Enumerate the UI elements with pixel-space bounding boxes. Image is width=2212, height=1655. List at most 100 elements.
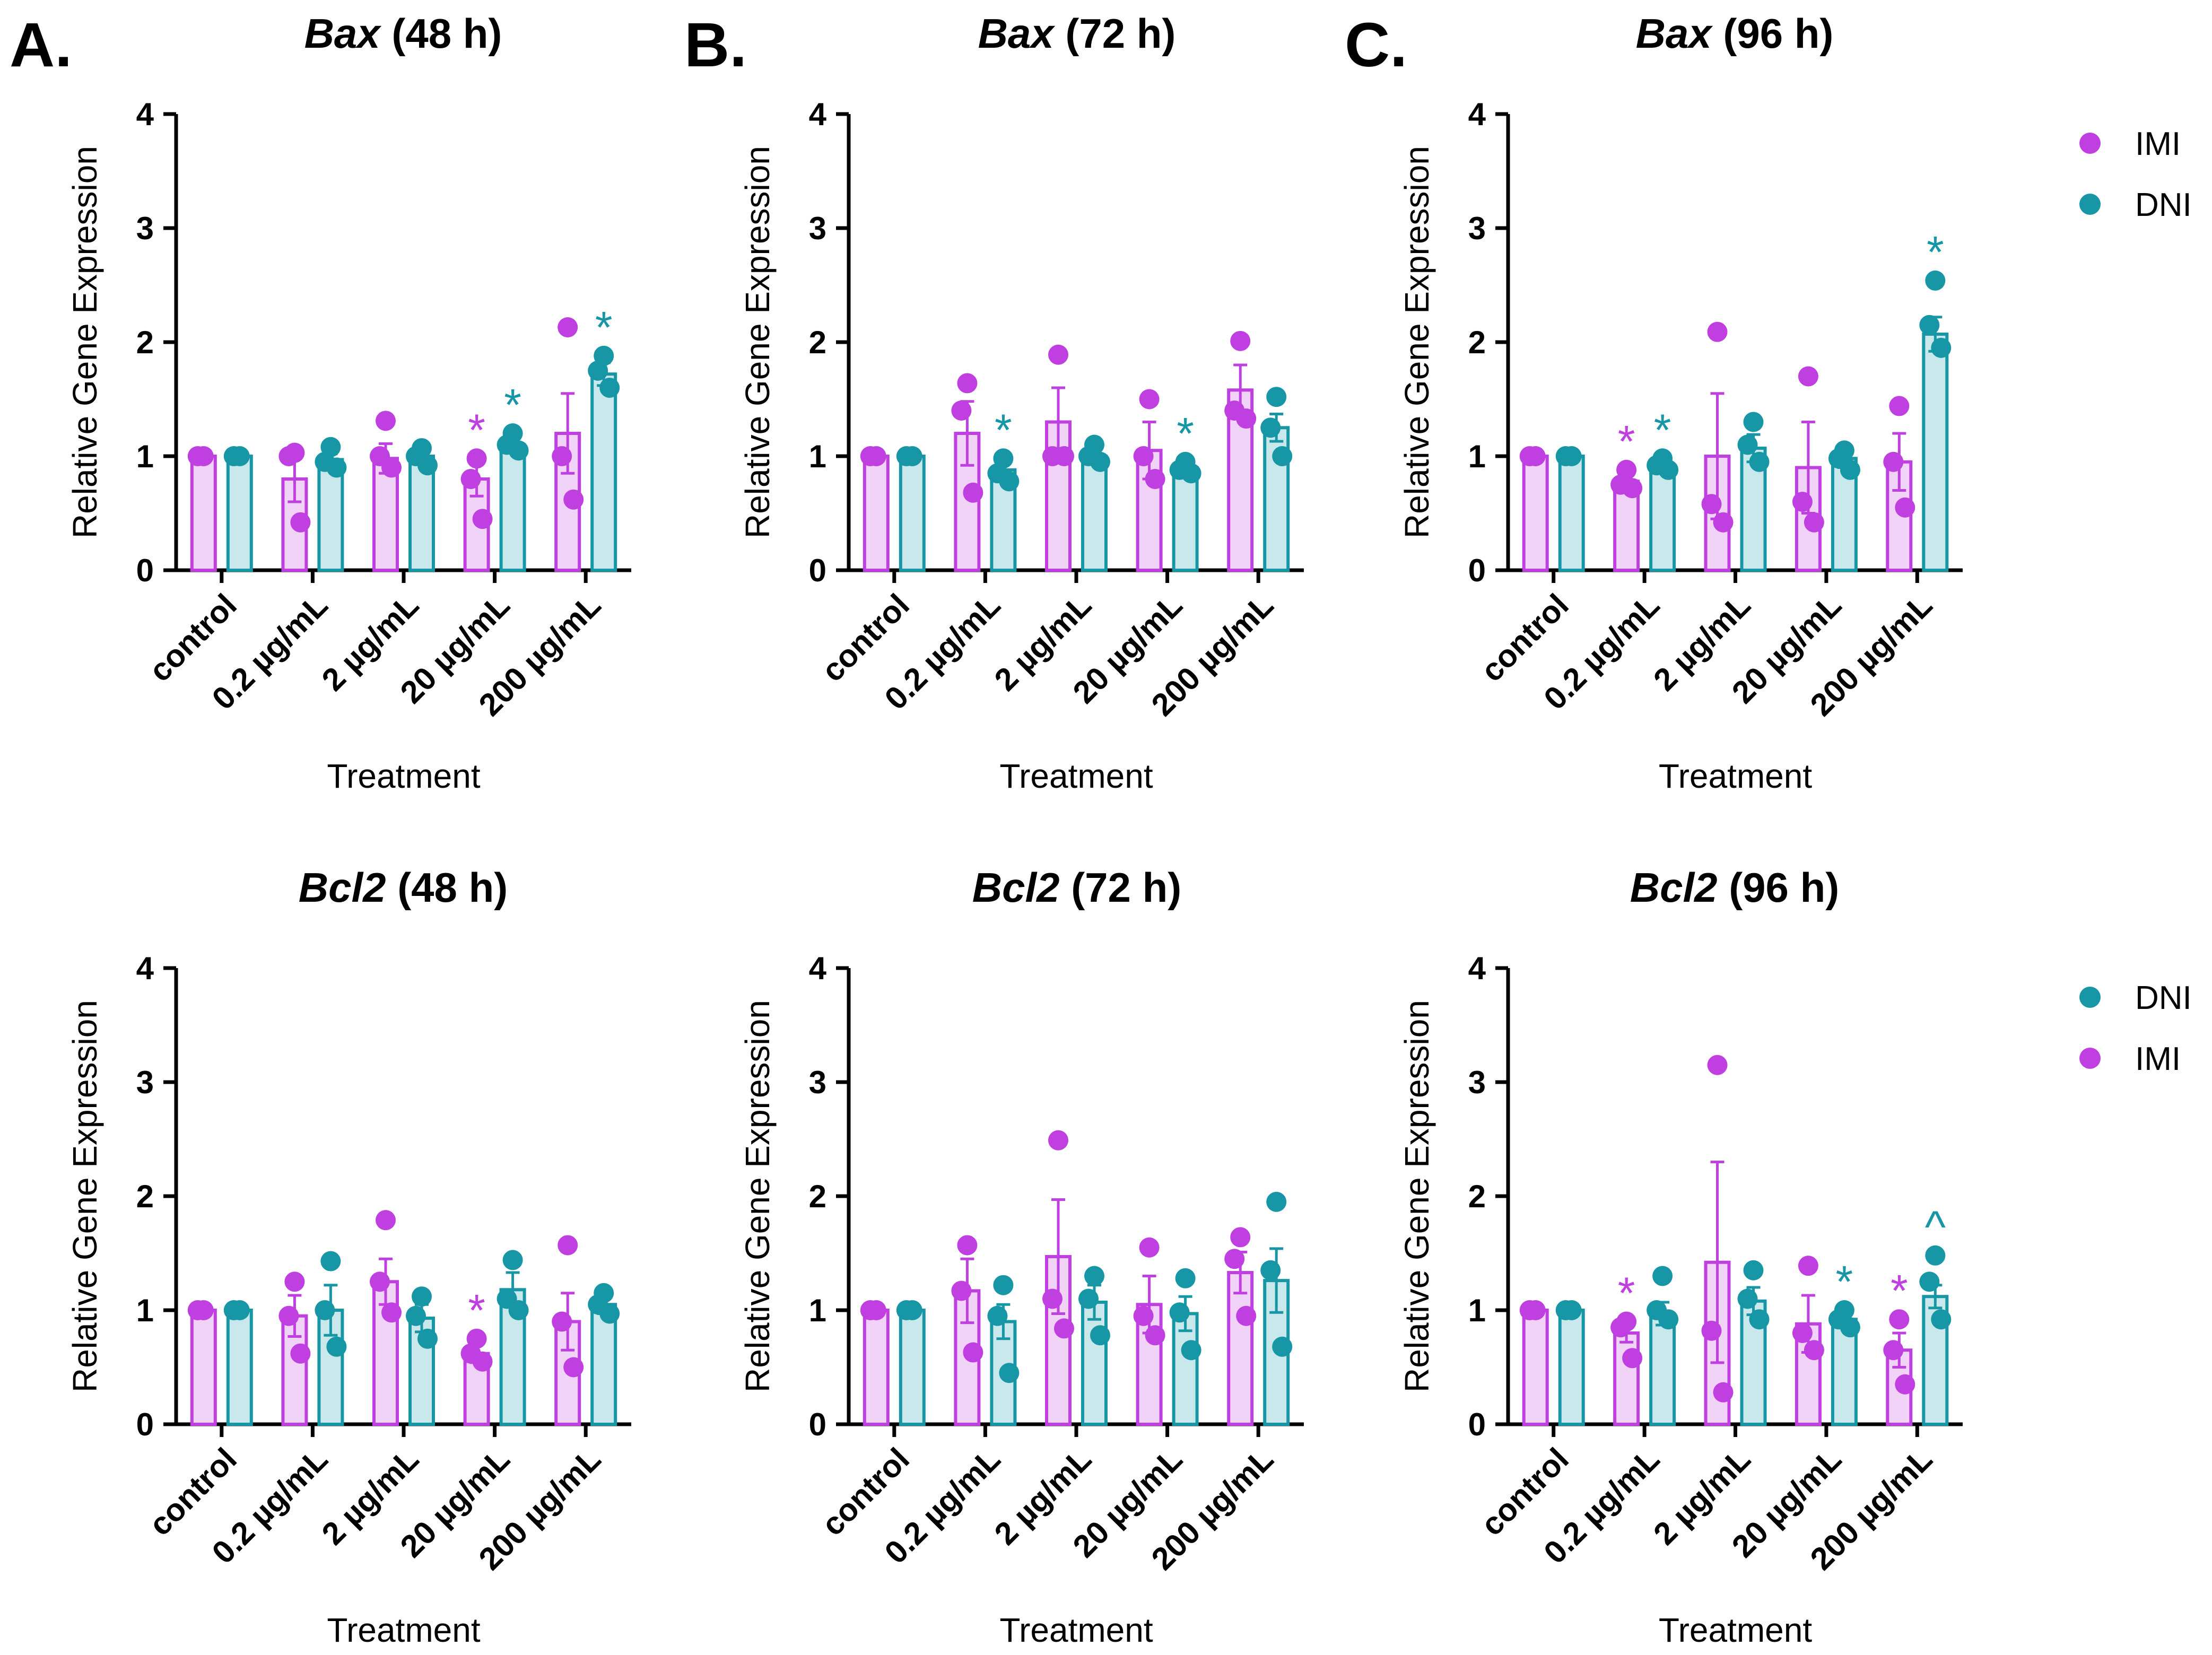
data-point-dni <box>1652 1266 1673 1286</box>
data-point-dni <box>326 457 347 478</box>
data-point-dni <box>1555 446 1576 466</box>
data-point-imi <box>1798 366 1818 387</box>
data-point-imi <box>1610 1317 1631 1338</box>
data-point-imi <box>290 512 311 533</box>
data-point-imi <box>1519 446 1540 466</box>
chart-title-gene: Bax <box>978 10 1056 57</box>
bar-dni <box>899 455 926 572</box>
y-tick-label: 1 <box>809 439 826 474</box>
data-point-imi <box>860 1300 881 1320</box>
data-point-dni <box>1090 1325 1110 1346</box>
chart-title-time: (72 h) <box>1054 10 1176 57</box>
bar-dni <box>590 1303 617 1426</box>
data-point-dni <box>1175 1268 1196 1288</box>
data-point-dni <box>1737 434 1758 455</box>
y-tick-label: 0 <box>136 553 154 588</box>
y-tick-label: 1 <box>1468 439 1486 474</box>
panel-letter-a: A. <box>10 10 72 80</box>
data-point-imi <box>1804 512 1824 533</box>
data-point-imi <box>957 373 978 394</box>
legend-bottom-marker-imi <box>2079 1048 2101 1069</box>
significance-marker: * <box>468 1285 485 1335</box>
data-point-dni <box>1737 1288 1758 1309</box>
data-point-dni <box>588 360 608 381</box>
data-point-dni <box>1181 1340 1201 1361</box>
y-tick-label: 4 <box>1468 951 1486 986</box>
data-point-imi <box>376 411 396 431</box>
significance-marker: * <box>468 405 485 455</box>
chart-bcl2-5: Bcl2 (96 h) 0 1 2 3 4 Relative Gene Expression… <box>1398 864 1963 1649</box>
data-point-imi <box>1798 1256 1818 1276</box>
y-tick-label: 1 <box>809 1293 826 1328</box>
data-point-dni <box>1260 417 1281 438</box>
data-point-imi <box>1133 446 1154 466</box>
legend-top-marker-dni <box>2079 194 2101 215</box>
significance-marker: * <box>995 405 1012 455</box>
y-tick-label: 2 <box>1468 325 1486 360</box>
data-point-dni <box>1931 337 1952 358</box>
significance-marker: * <box>1618 416 1635 466</box>
data-point-dni <box>993 1275 1014 1295</box>
data-point-dni <box>599 1303 620 1324</box>
data-point-imi <box>1133 1305 1154 1326</box>
data-point-dni <box>508 440 529 461</box>
data-point-imi <box>472 509 493 529</box>
y-tick-label: 3 <box>809 1065 826 1100</box>
data-point-imi <box>1230 330 1251 351</box>
bar-imi <box>863 1309 890 1426</box>
data-point-imi <box>963 1342 983 1363</box>
legend-bottom: DNI IMI <box>2079 980 2192 1077</box>
data-point-dni <box>1840 1317 1860 1338</box>
data-point-imi <box>563 1357 584 1378</box>
data-point-dni <box>1272 446 1293 466</box>
chart-title: Bcl2 (72 h) <box>972 864 1181 911</box>
y-tick-label: 2 <box>136 325 154 360</box>
data-point-imi <box>1054 446 1074 466</box>
data-point-imi <box>552 446 572 466</box>
y-tick-label: 4 <box>809 97 827 132</box>
data-point-dni <box>1840 459 1860 480</box>
bar-dni <box>1649 1312 1676 1426</box>
data-point-imi <box>1883 1340 1904 1361</box>
data-point-dni <box>406 1305 426 1326</box>
data-point-imi <box>1048 344 1068 365</box>
chart-title: Bcl2 (96 h) <box>1630 864 1839 911</box>
y-tick-label: 0 <box>809 1407 826 1442</box>
bar-dni <box>1649 464 1676 572</box>
data-point-dni <box>896 1300 917 1320</box>
y-tick-label: 3 <box>809 211 826 246</box>
data-point-imi <box>1895 497 1915 518</box>
y-tick-label: 4 <box>136 951 154 986</box>
data-point-imi <box>1713 512 1734 533</box>
chart-bcl2-4: Bcl2 (72 h) 0 1 2 3 4 Relative Gene Expression… <box>738 864 1304 1649</box>
chart-title-gene: Bax <box>1636 10 1714 57</box>
data-point-imi <box>1145 469 1165 489</box>
significance-marker: ^ <box>1925 1202 1946 1252</box>
y-tick-label: 2 <box>809 1179 826 1214</box>
data-point-dni <box>1169 1302 1190 1323</box>
data-point-imi <box>1889 1309 1910 1330</box>
y-axis-label: Relative Gene Expression <box>1398 1000 1436 1392</box>
data-point-dni <box>1084 1266 1104 1286</box>
chart-title: Bax (72 h) <box>978 10 1176 57</box>
y-axis-label: Relative Gene Expression <box>738 1000 777 1392</box>
y-tick-label: 0 <box>809 553 826 588</box>
data-point-imi <box>951 1281 972 1301</box>
chart-title: Bcl2 (48 h) <box>299 864 508 911</box>
data-point-dni <box>999 1363 1020 1383</box>
y-tick-label: 1 <box>136 1293 154 1328</box>
chart-title: Bax (48 h) <box>304 10 502 57</box>
data-point-dni <box>1260 1260 1281 1281</box>
data-point-imi <box>381 1302 402 1323</box>
chart-bcl2-3: Bcl2 (48 h) 0 1 2 3 4 Relative Gene Expression… <box>66 864 631 1649</box>
legend-top-label-2: DNI <box>2135 187 2192 223</box>
chart-title-time: (72 h) <box>1060 864 1182 911</box>
data-point-dni <box>1919 1271 1940 1292</box>
chart-title-time: (48 h) <box>380 10 502 57</box>
bar-dni <box>1922 332 1949 572</box>
bar-imi <box>190 1309 217 1426</box>
y-tick-label: 0 <box>1468 1407 1486 1442</box>
data-point-imi <box>1713 1382 1734 1403</box>
data-point-imi <box>1701 1320 1722 1341</box>
